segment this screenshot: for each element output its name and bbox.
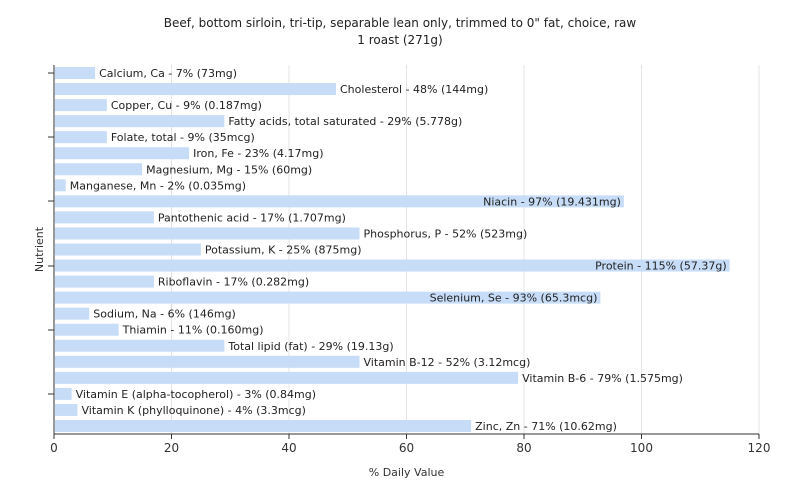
bar (55, 163, 143, 176)
bar (55, 387, 72, 400)
bar-label: Thiamin - 11% (0.160mg) (122, 324, 264, 337)
x-tick-label: 100 (630, 441, 653, 455)
bar (55, 403, 78, 416)
bar-label: Copper, Cu - 9% (0.187mg) (111, 99, 262, 112)
bar-label: Phosphorus, P - 52% (523mg) (364, 227, 528, 240)
bar (55, 339, 225, 352)
bar (55, 307, 90, 320)
bar-label: Vitamin K (phylloquinone) - 4% (3.3mcg) (82, 404, 306, 417)
bar (55, 99, 107, 112)
x-tick-label: 20 (164, 441, 179, 455)
bar (55, 147, 190, 160)
bar (55, 419, 472, 432)
bar-label: Calcium, Ca - 7% (73mg) (99, 67, 237, 80)
bar (55, 195, 624, 208)
bar (55, 83, 336, 96)
bar-label: Potassium, K - 25% (875mg) (205, 244, 362, 257)
bar (55, 243, 201, 256)
bar (55, 115, 225, 128)
bar-label: Folate, total - 9% (35mcg) (111, 131, 255, 144)
bar-label: Fatty acids, total saturated - 29% (5.77… (228, 115, 462, 128)
bar (55, 275, 154, 288)
x-tick-label: 120 (748, 441, 771, 455)
x-tick-label: 40 (281, 441, 296, 455)
bar-label: Vitamin E (alpha-tocopherol) - 3% (0.84m… (76, 388, 316, 401)
bar-label: Niacin - 97% (19.431mg) (483, 195, 621, 208)
bar (55, 323, 119, 336)
bar (55, 67, 96, 80)
bar-label: Cholesterol - 48% (144mg) (340, 83, 488, 96)
bar (55, 211, 154, 224)
bar (55, 179, 66, 192)
bar-label: Sodium, Na - 6% (146mg) (93, 308, 236, 321)
bar-label: Iron, Fe - 23% (4.17mg) (193, 147, 323, 160)
bar (55, 227, 360, 240)
x-tick-label: 0 (50, 441, 58, 455)
x-axis-title: % Daily Value (369, 466, 445, 479)
chart-title: Beef, bottom sirloin, tri-tip, separable… (163, 16, 637, 30)
bar-label: Selenium, Se - 93% (65.3mcg) (430, 292, 598, 305)
y-axis-title: Nutrient (33, 226, 46, 272)
bar-label: Riboflavin - 17% (0.282mg) (158, 276, 309, 289)
bar-label: Manganese, Mn - 2% (0.035mg) (70, 179, 246, 192)
bar (55, 291, 601, 304)
bar (55, 371, 519, 384)
bar (55, 355, 360, 368)
bar-label: Vitamin B-12 - 52% (3.12mcg) (364, 356, 531, 369)
x-tick-label: 60 (399, 441, 414, 455)
bar-label: Protein - 115% (57.37g) (595, 260, 727, 273)
bar-label: Total lipid (fat) - 29% (19.13g) (227, 340, 393, 353)
bar-label: Vitamin B-6 - 79% (1.575mg) (522, 372, 683, 385)
bar (55, 259, 730, 272)
bar-label: Magnesium, Mg - 15% (60mg) (146, 163, 312, 176)
chart-subtitle: 1 roast (271g) (357, 33, 443, 47)
bar-label: Zinc, Zn - 71% (10.62mg) (475, 420, 617, 433)
bar (55, 131, 107, 144)
x-tick-label: 80 (516, 441, 531, 455)
axes: 0 20 40 60 80 100 120 (48, 65, 770, 455)
bars: Calcium, Ca - 7% (73mg) Cholesterol - 48%… (55, 67, 730, 433)
bar-label: Pantothenic acid - 17% (1.707mg) (158, 211, 346, 224)
